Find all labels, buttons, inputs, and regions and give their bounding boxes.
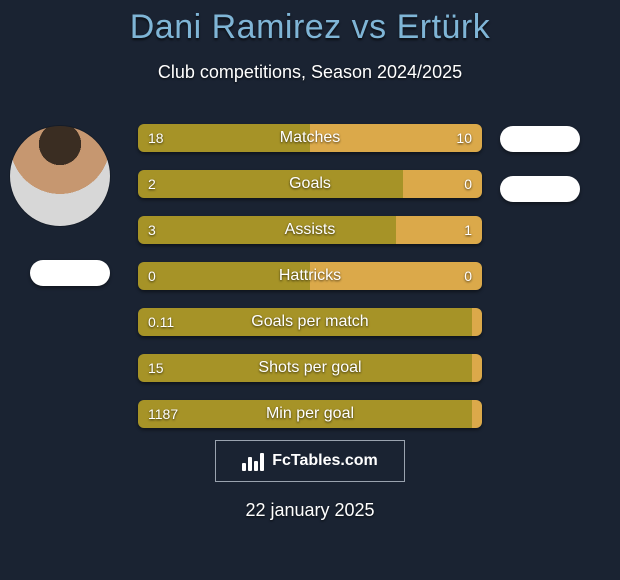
player-left-avatar bbox=[10, 126, 110, 226]
stat-bar-right bbox=[310, 124, 482, 152]
stat-bar-left bbox=[138, 400, 472, 428]
comparison-infographic: Dani Ramirez vs Ertürk Club competitions… bbox=[0, 0, 620, 580]
team-badge-left bbox=[30, 260, 110, 286]
team-badge-right-2 bbox=[500, 176, 580, 202]
stat-bar-right bbox=[472, 354, 482, 382]
team-badge-right-1 bbox=[500, 126, 580, 152]
stat-bar-left bbox=[138, 170, 403, 198]
stat-bar-left bbox=[138, 354, 472, 382]
source-logo: FcTables.com bbox=[215, 440, 405, 482]
avatar-icon bbox=[10, 126, 110, 226]
stat-bar-right bbox=[472, 400, 482, 428]
logo-text: FcTables.com bbox=[272, 452, 378, 470]
page-title: Dani Ramirez vs Ertürk bbox=[0, 8, 620, 47]
stat-bar-right bbox=[310, 262, 482, 290]
stat-row: 15Shots per goal bbox=[138, 354, 482, 382]
stat-row: 31Assists bbox=[138, 216, 482, 244]
stat-bar-left bbox=[138, 308, 472, 336]
stat-bar-right bbox=[396, 216, 482, 244]
stat-row: 00Hattricks bbox=[138, 262, 482, 290]
stat-bar-right bbox=[472, 308, 482, 336]
stat-bar-left bbox=[138, 262, 310, 290]
stat-row: 0.11Goals per match bbox=[138, 308, 482, 336]
stat-row: 20Goals bbox=[138, 170, 482, 198]
stat-bar-right bbox=[403, 170, 482, 198]
page-subtitle: Club competitions, Season 2024/2025 bbox=[0, 62, 620, 83]
stat-bar-left bbox=[138, 124, 310, 152]
date-label: 22 january 2025 bbox=[0, 500, 620, 521]
bar-chart-icon bbox=[242, 451, 266, 471]
stat-bar-left bbox=[138, 216, 396, 244]
stat-row: 1187Min per goal bbox=[138, 400, 482, 428]
stat-row: 1810Matches bbox=[138, 124, 482, 152]
comparison-bars: 1810Matches 20Goals 31Assists 00Hattricks 0.… bbox=[138, 124, 482, 446]
